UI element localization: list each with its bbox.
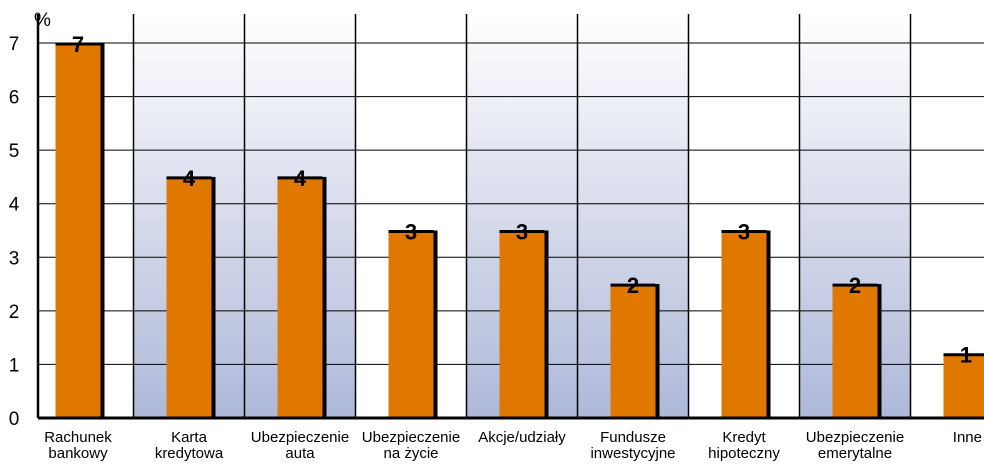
- bar: [832, 286, 878, 418]
- x-category-label: Ubezpieczenie auta: [251, 429, 349, 462]
- y-tick-label: 3: [9, 248, 20, 269]
- y-unit-label: %: [34, 10, 51, 31]
- data-label: 2: [849, 273, 861, 298]
- x-category-label: Akcje/udziały: [478, 429, 566, 446]
- x-category-label: Fundusze inwestycyjne: [590, 429, 675, 462]
- y-tick-label: 6: [9, 88, 20, 109]
- x-category-label: Karta kredytowa: [155, 429, 224, 462]
- data-label: 4: [294, 166, 307, 191]
- x-category-label: Kredyt hipoteczny: [708, 429, 780, 462]
- x-category-label: Ubezpieczenie emerytalne: [806, 429, 904, 462]
- y-tick-label: 4: [9, 195, 20, 216]
- data-label: 3: [405, 220, 417, 245]
- data-label: 1: [960, 343, 972, 368]
- data-label: 7: [72, 32, 84, 57]
- y-tick-label: 7: [9, 34, 20, 55]
- bar: [943, 355, 984, 418]
- bar: [388, 232, 434, 418]
- bar: [55, 45, 101, 418]
- x-category-label: Rachunek bankowy: [44, 429, 112, 462]
- x-category-label: Inne: [953, 429, 982, 446]
- y-tick-label: 1: [9, 355, 20, 376]
- axes: 0 1 2 3 4 5 6 7% Rachunek bankowy Karta kredytowa Ub…: [9, 10, 984, 462]
- y-tick-label: 0: [9, 409, 20, 430]
- y-tick-label: 2: [9, 302, 20, 323]
- bar: [166, 178, 212, 418]
- data-label: 2: [627, 273, 639, 298]
- x-category-label: Ubezpieczenie na życie: [362, 429, 460, 462]
- data-label: 3: [516, 220, 528, 245]
- bar: [721, 232, 767, 418]
- bar: [499, 232, 545, 418]
- bar: [610, 286, 656, 418]
- data-label: 4: [183, 166, 196, 191]
- data-labels: 7 4 4 3 3 2 3 2 1: [72, 32, 972, 368]
- data-label: 3: [738, 220, 750, 245]
- bar: [277, 178, 323, 418]
- bars: [55, 42, 984, 418]
- y-tick-label: 5: [9, 141, 20, 162]
